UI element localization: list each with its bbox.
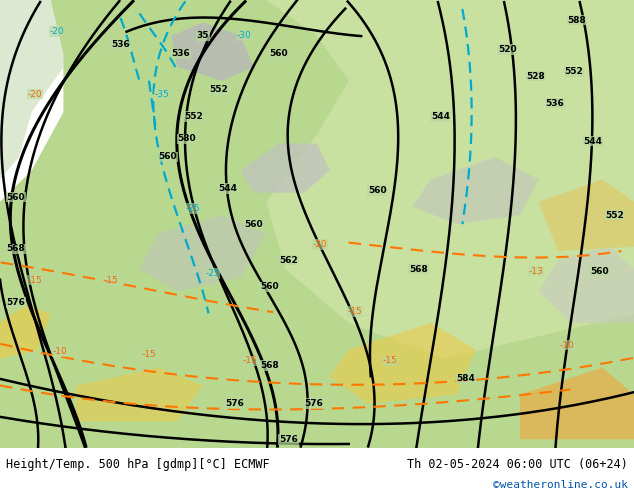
Text: Th 02-05-2024 06:00 UTC (06+24): Th 02-05-2024 06:00 UTC (06+24)	[407, 458, 628, 471]
Text: -15: -15	[347, 307, 363, 316]
Polygon shape	[520, 368, 634, 440]
Polygon shape	[76, 368, 203, 421]
Text: 552: 552	[564, 67, 583, 76]
Text: -15: -15	[27, 276, 42, 285]
Text: -15: -15	[103, 276, 119, 285]
Text: 544: 544	[431, 112, 450, 121]
Text: 536: 536	[111, 40, 130, 49]
Text: -30: -30	[236, 31, 252, 40]
Text: 544: 544	[219, 184, 238, 193]
Text: 576: 576	[6, 298, 25, 307]
Text: 584: 584	[456, 374, 476, 383]
Text: 552: 552	[209, 85, 228, 94]
Text: 568: 568	[260, 361, 279, 370]
Polygon shape	[539, 179, 634, 251]
Text: 536: 536	[171, 49, 190, 58]
Polygon shape	[0, 0, 634, 448]
Text: 536: 536	[545, 98, 564, 108]
Text: -13: -13	[528, 267, 543, 276]
Text: 576: 576	[279, 435, 298, 444]
Polygon shape	[330, 323, 476, 404]
Text: 568: 568	[6, 245, 25, 253]
Text: -15: -15	[141, 350, 157, 359]
Text: -10: -10	[53, 347, 68, 356]
Text: -20: -20	[313, 240, 328, 249]
Text: 520: 520	[498, 45, 517, 54]
Text: 588: 588	[567, 16, 586, 24]
Text: 568: 568	[409, 265, 428, 273]
Text: 560: 560	[6, 193, 25, 202]
Text: -10: -10	[560, 341, 575, 350]
Polygon shape	[171, 23, 254, 81]
Text: 552: 552	[184, 112, 203, 121]
Text: -25: -25	[205, 269, 220, 278]
Text: 560: 560	[269, 49, 288, 58]
Text: 560: 560	[260, 282, 279, 292]
Text: -20: -20	[49, 27, 65, 36]
Text: 576: 576	[225, 399, 244, 408]
Text: 562: 562	[279, 256, 298, 265]
Text: 560: 560	[368, 186, 387, 195]
Text: 552: 552	[605, 211, 624, 220]
Text: ©weatheronline.co.uk: ©weatheronline.co.uk	[493, 480, 628, 490]
Polygon shape	[241, 144, 330, 193]
Polygon shape	[266, 0, 634, 359]
Text: -15: -15	[382, 356, 398, 366]
Text: 560: 560	[590, 267, 609, 276]
Polygon shape	[139, 215, 266, 292]
Polygon shape	[539, 246, 634, 323]
Text: 580: 580	[178, 134, 197, 144]
Text: -20: -20	[27, 90, 42, 98]
Text: 528: 528	[526, 72, 545, 81]
Text: 560: 560	[158, 152, 178, 161]
Text: -15: -15	[243, 356, 258, 366]
Polygon shape	[0, 305, 51, 359]
Text: -25: -25	[186, 204, 201, 213]
Text: 576: 576	[304, 399, 323, 408]
Text: 560: 560	[244, 220, 263, 229]
Polygon shape	[0, 0, 63, 202]
Polygon shape	[412, 157, 539, 224]
Text: -35: -35	[154, 90, 169, 98]
Text: 544: 544	[583, 137, 602, 146]
Text: 35: 35	[197, 31, 209, 40]
Text: Height/Temp. 500 hPa [gdmp][°C] ECMWF: Height/Temp. 500 hPa [gdmp][°C] ECMWF	[6, 458, 270, 471]
